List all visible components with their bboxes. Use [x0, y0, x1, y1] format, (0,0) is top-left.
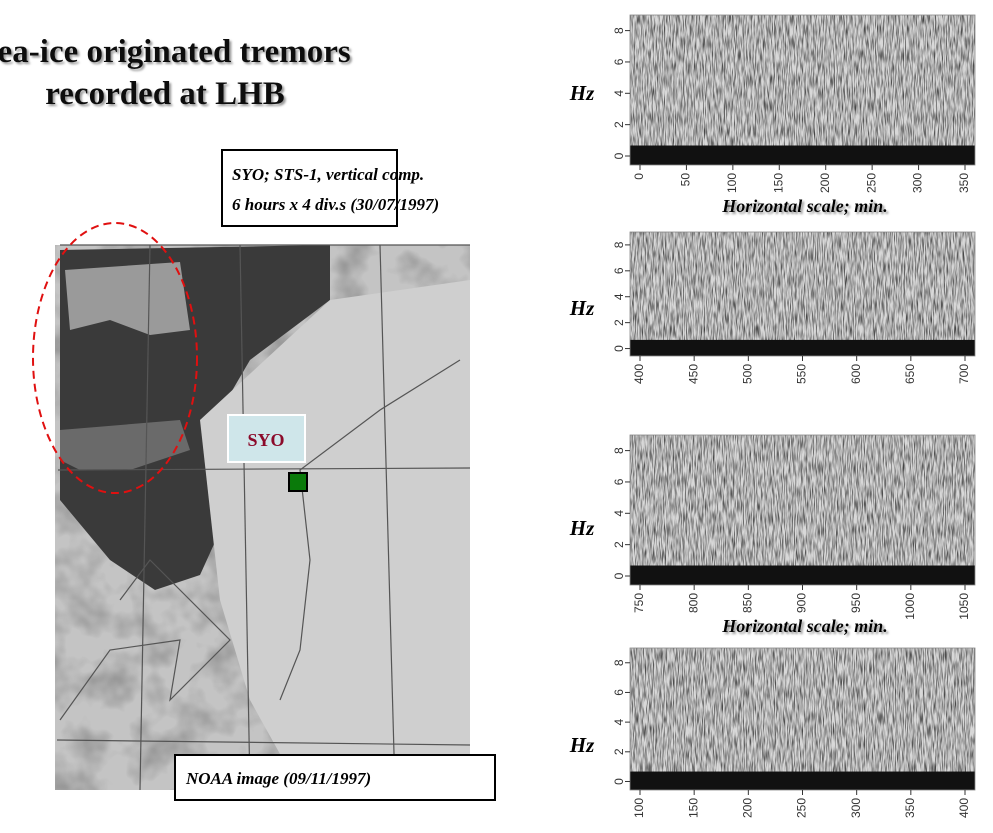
spectrogram: Hz 0 2 4 6 8 0 50 100 150 200 250 300 350 Horizontal s…	[569, 14, 976, 216]
y-tick-label: 4	[612, 718, 626, 725]
y-axis-label: Hz	[569, 733, 595, 757]
info-box	[221, 149, 398, 227]
x-tick-label: 150	[771, 173, 785, 193]
x-tick-label: 900	[795, 593, 809, 613]
x-tick-label: 200	[818, 173, 832, 193]
x-tick-label: 1050	[957, 593, 971, 620]
x-tick-label: 0	[632, 173, 646, 180]
x-tick-label: 500	[741, 364, 755, 384]
station-label: SYO	[247, 430, 284, 450]
y-tick-label: 0	[612, 345, 626, 352]
info-line: SYO; STS-1, vertical comp.	[232, 165, 424, 184]
station-box	[227, 414, 306, 463]
low-freq-band	[630, 771, 975, 790]
caption-box	[174, 754, 496, 801]
y-tick-label: 6	[612, 267, 626, 274]
title-line: recorded at LHB	[45, 76, 285, 112]
y-tick-label: 4	[612, 90, 626, 97]
x-tick-label: 300	[849, 798, 863, 818]
y-axis-label: Hz	[569, 516, 595, 540]
spectrogram: Hz 0 2 4 6 8 100 150 200 250 300 350 400	[569, 647, 976, 818]
frame	[629, 14, 976, 166]
y-axis-label: Hz	[569, 81, 595, 105]
x-tick-label: 450	[686, 364, 700, 384]
x-tick-label: 950	[849, 593, 863, 613]
x-axis-label: Horizontal scale; min.	[721, 196, 888, 216]
x-tick-label: 600	[849, 364, 863, 384]
low-freq-band	[630, 145, 975, 165]
y-tick-label: 8	[612, 27, 626, 34]
x-axis-label: Horizontal scale; min.	[721, 616, 888, 636]
x-tick-label: 200	[741, 798, 755, 818]
y-tick-label: 8	[612, 447, 626, 454]
y-tick-label: 2	[612, 121, 626, 128]
x-tick-label: 350	[957, 173, 971, 193]
y-tick-label: 0	[612, 778, 626, 785]
y-tick-label: 4	[612, 510, 626, 517]
x-tick-label: 250	[864, 173, 878, 193]
x-tick-label: 100	[632, 798, 646, 818]
info-line: 6 hours x 4 div.s (30/07/1997)	[232, 195, 439, 214]
x-tick-label: 850	[741, 593, 755, 613]
x-tick-label: 800	[686, 593, 700, 613]
y-tick-label: 2	[612, 748, 626, 755]
x-tick-label: 400	[957, 798, 971, 818]
spectrogram-texture	[630, 648, 975, 790]
x-tick-label: 350	[903, 798, 917, 818]
low-freq-band	[630, 339, 975, 356]
satellite-map	[32, 222, 471, 791]
x-tick-label: 750	[632, 593, 646, 613]
y-tick-label: 6	[612, 478, 626, 485]
x-tick-label: 550	[795, 364, 809, 384]
x-tick-label: 300	[911, 173, 925, 193]
y-tick-label: 6	[612, 689, 626, 696]
spectrogram-texture	[630, 232, 975, 356]
x-tick-label: 50	[679, 173, 693, 187]
spectrogram: Hz 0 2 4 6 8 750 800 850 900 950 1000 1050 Horizontal…	[569, 434, 976, 636]
x-tick-label: 250	[795, 798, 809, 818]
x-tick-label: 650	[903, 364, 917, 384]
y-axis-label: Hz	[569, 296, 595, 320]
spectrogram: Hz 0 2 4 6 8 400 450 500 550 600 650 700	[569, 231, 976, 384]
x-tick-label: 400	[632, 364, 646, 384]
spectrogram-texture	[630, 15, 975, 165]
x-tick-label: 150	[686, 798, 700, 818]
title-line: Sea-ice originated tremors	[0, 34, 351, 70]
x-tick-label: 100	[725, 173, 739, 193]
y-tick-label: 2	[612, 541, 626, 548]
y-tick-label: 4	[612, 293, 626, 300]
y-tick-label: 6	[612, 58, 626, 65]
map-caption: NOAA image (09/11/1997)	[185, 769, 371, 788]
y-tick-label: 8	[612, 241, 626, 248]
y-tick-label: 2	[612, 319, 626, 326]
low-freq-band	[630, 565, 975, 585]
y-tick-label: 0	[612, 152, 626, 159]
spectrogram-texture	[630, 435, 975, 585]
x-tick-label: 700	[957, 364, 971, 384]
x-tick-label: 1000	[903, 593, 917, 620]
y-tick-label: 8	[612, 659, 626, 666]
y-tick-label: 0	[612, 572, 626, 579]
